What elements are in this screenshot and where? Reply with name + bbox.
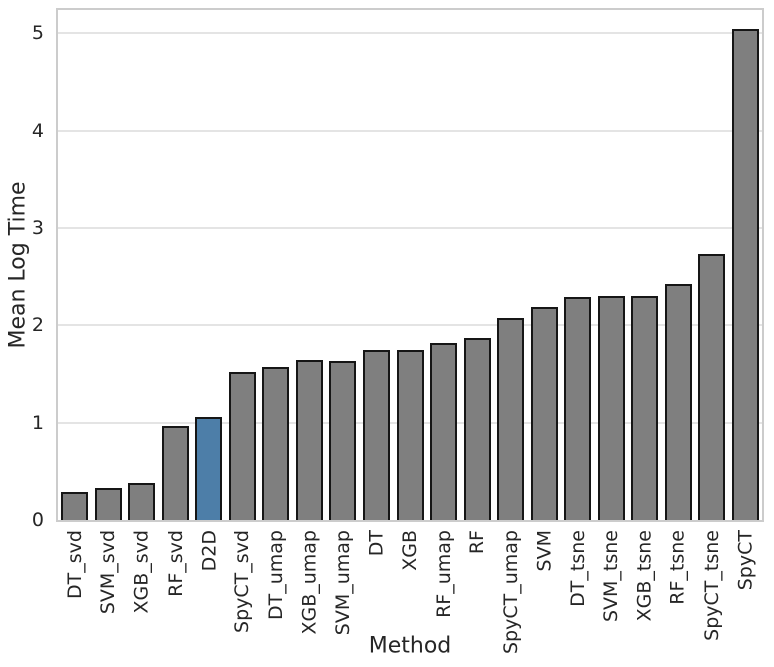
bar-XGB_svd [128,483,156,520]
x-tick-label-SpyCT_tsne: SpyCT_tsne [700,530,723,641]
x-tick-label-SVM_svd: SVM_svd [97,530,120,615]
y-tick-label-0: 0 [31,509,44,531]
bar-SVM_umap [329,361,357,520]
bar-SpyCT_tsne [698,254,726,520]
bar-RF [463,338,491,520]
x-tick-label-SVM_umap: SVM_umap [331,530,354,636]
plot-area [56,8,764,522]
gridline-y-4 [58,129,762,132]
x-axis-label: Method [368,633,452,659]
x-tick-label-XGB_umap: XGB_umap [298,530,321,635]
x-tick-label-SVM: SVM [533,530,556,572]
gridline-y-5 [58,32,762,35]
x-tick-label-DT_tsne: DT_tsne [566,530,589,607]
bar-RF_tsne [664,284,692,520]
x-tick-label-DT_umap: DT_umap [264,530,287,620]
x-tick-label-XGB_svd: XGB_svd [130,530,153,614]
bar-RF_umap [430,342,458,520]
bar-DT_svd [61,491,89,520]
bar-XGB [396,349,424,520]
bar-SVM_svd [94,487,122,520]
x-tick-label-RF: RF [466,530,489,555]
x-tick-label-RF_tsne: RF_tsne [667,530,690,605]
x-tick-label-XGB: XGB [399,530,421,571]
gridline-y-2 [58,324,762,327]
x-tick-label-XGB_tsne: XGB_tsne [633,530,656,622]
x-tick-label-RF_umap: RF_umap [432,530,455,618]
x-tick-label-RF_svd: RF_svd [164,530,187,597]
bar-SVM_tsne [597,296,625,520]
bar-SpyCT_umap [497,317,525,520]
gridline-y-3 [58,227,762,230]
bar-DT_umap [262,367,290,520]
bar-XGB_tsne [631,296,659,520]
x-tick-label-SpyCT_svd: SpyCT_svd [231,530,254,633]
x-tick-label-DT: DT [365,530,388,557]
y-tick-label-5: 5 [31,22,44,45]
y-tick-label-3: 3 [31,217,44,239]
bar-SpyCT [731,29,759,520]
x-tick-label-DT_svd: DT_svd [63,530,86,599]
bar-SpyCT_svd [228,372,256,520]
y-tick-label-1: 1 [31,411,44,434]
y-tick-label-2: 2 [31,314,44,337]
bar-DT [362,349,390,520]
y-tick-label-4: 4 [31,119,44,142]
x-tick-label-SpyCT: SpyCT [734,530,757,591]
bar-D2D [195,416,223,520]
x-tick-label-SVM_tsne: SVM_tsne [600,530,623,623]
bar-XGB_umap [295,360,323,520]
y-axis-label: Mean Log Time [5,181,31,349]
bar-RF_svd [161,425,189,520]
bar-DT_tsne [564,297,592,520]
bar-SVM [530,306,558,520]
x-tick-label-SpyCT_umap: SpyCT_umap [499,530,522,654]
x-tick-label-D2D: D2D [197,530,220,572]
